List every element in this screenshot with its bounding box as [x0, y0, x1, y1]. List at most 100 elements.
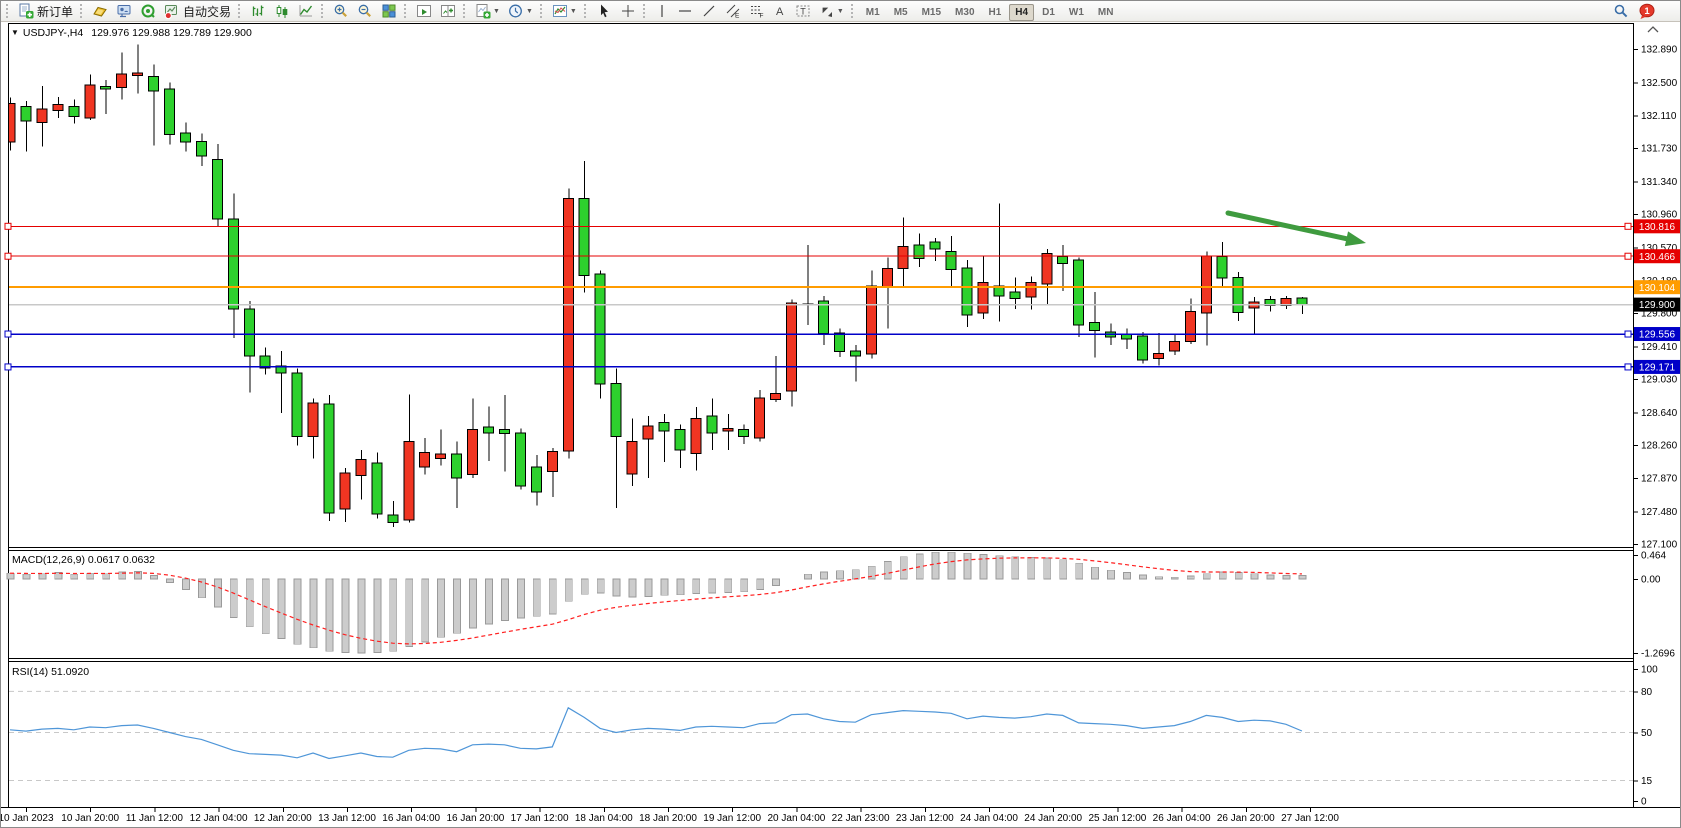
level-handle-left[interactable]	[4, 363, 12, 371]
candle	[929, 237, 941, 262]
zoom-in-button[interactable]	[330, 1, 352, 21]
candle	[227, 193, 239, 338]
time-tick-label[interactable]: 23 Jan 12:00	[896, 813, 954, 824]
time-tick-label[interactable]: 12 Jan 04:00	[190, 813, 248, 824]
timeframe-m30-button[interactable]: M30	[955, 7, 975, 18]
time-tick-label[interactable]: 10 Jan 2023	[1, 813, 54, 824]
level-handle-left[interactable]	[4, 222, 12, 230]
zoom-out-button[interactable]	[354, 1, 376, 21]
time-tick-label[interactable]: 13 Jan 12:00	[318, 813, 376, 824]
toolbar-drag-handle[interactable]	[539, 4, 545, 18]
fibonacci-button[interactable]: F	[746, 1, 768, 21]
arrange-window-button[interactable]	[413, 1, 435, 21]
scroll-up-marker[interactable]	[1647, 26, 1659, 33]
text-button[interactable]: A	[770, 1, 790, 21]
toolbar-drag-handle[interactable]	[850, 4, 856, 18]
trend-arrow-head[interactable]	[1344, 231, 1366, 247]
new-chart-button[interactable]: ▼	[472, 1, 503, 21]
timeframe-m5-button[interactable]: M5	[893, 7, 908, 18]
level-handle-right[interactable]	[1624, 363, 1632, 371]
level-handle-right[interactable]	[1624, 222, 1632, 230]
time-tick-label[interactable]: 10 Jan 20:00	[61, 813, 119, 824]
autotrading-button[interactable]: 自动交易	[161, 1, 234, 21]
time-tick-label[interactable]: 18 Jan 04:00	[575, 813, 633, 824]
cascade-window-button[interactable]	[437, 1, 459, 21]
channel-button[interactable]: E	[722, 1, 744, 21]
toolbar-drag-handle[interactable]	[642, 4, 648, 18]
search-button[interactable]	[1610, 1, 1632, 21]
toolbar-drag-handle[interactable]	[321, 4, 326, 18]
notifications-button[interactable]: 1	[1634, 1, 1660, 21]
toolbar-drag-handle[interactable]	[404, 4, 409, 18]
timeframe-m15-button[interactable]: M15	[921, 7, 942, 18]
crosshair-button[interactable]	[617, 1, 639, 21]
vertical-line-button[interactable]	[652, 1, 672, 21]
candle-body	[498, 428, 510, 435]
timeframe-d1-button[interactable]: D1	[1042, 7, 1055, 18]
candle	[211, 143, 223, 227]
toolbar-drag-handle[interactable]	[6, 4, 11, 18]
time-tick-label[interactable]: 12 Jan 20:00	[254, 813, 312, 824]
timeframe-h1-button[interactable]: H1	[988, 7, 1002, 18]
line-chart-button[interactable]	[295, 1, 317, 21]
toolbar-drag-handle[interactable]	[463, 4, 468, 18]
indicators-button[interactable]: ▼	[549, 1, 580, 21]
time-tick-label[interactable]: 11 Jan 12:00	[126, 813, 184, 824]
title-dropdown-icon[interactable]: ▼	[11, 28, 19, 37]
shapes-button[interactable]: ▼	[816, 1, 847, 21]
new-order-button[interactable]: 新订单	[15, 1, 76, 21]
metaeditor-button[interactable]	[89, 1, 111, 21]
toolbar-drag-handle[interactable]	[80, 4, 85, 18]
horizontal-line-button[interactable]	[674, 1, 696, 21]
candle	[259, 347, 271, 375]
community-button[interactable]	[137, 1, 159, 21]
label-button[interactable]: T	[792, 1, 814, 21]
time-tick-label[interactable]: 20 Jan 04:00	[767, 813, 825, 824]
new-order-label: 新订单	[37, 4, 74, 19]
time-tick-label[interactable]: 26 Jan 04:00	[1153, 813, 1211, 824]
periods-button[interactable]: ▼	[505, 1, 536, 21]
trendline-button[interactable]	[698, 1, 720, 21]
timeframe-h4-button[interactable]: H4	[1009, 4, 1035, 21]
time-tick-label[interactable]: 27 Jan 12:00	[1281, 813, 1339, 824]
candle-body	[1009, 291, 1021, 300]
time-tick-label[interactable]: 19 Jan 12:00	[703, 813, 761, 824]
candle-body	[626, 440, 638, 475]
macd-histogram-bar	[899, 556, 908, 580]
candle	[132, 44, 144, 94]
crosshair-icon	[621, 5, 634, 17]
market-watch-button[interactable]	[113, 1, 135, 21]
level-handle-right[interactable]	[1624, 330, 1632, 338]
time-tick-label[interactable]: 16 Jan 20:00	[446, 813, 504, 824]
macd-histogram-bar	[724, 578, 733, 593]
toolbar-drag-handle[interactable]	[583, 4, 589, 18]
timeframe-w1-button[interactable]: W1	[1068, 7, 1084, 18]
rsi-axis-label: 50	[1641, 728, 1653, 739]
time-tick-label[interactable]: 16 Jan 04:00	[382, 813, 440, 824]
time-tick-label[interactable]: 17 Jan 12:00	[511, 813, 569, 824]
trend-arrow-shaft[interactable]	[1225, 210, 1353, 243]
candle	[849, 344, 861, 382]
time-tick-label[interactable]: 25 Jan 12:00	[1088, 813, 1146, 824]
time-tick-label[interactable]: 22 Jan 23:00	[832, 813, 890, 824]
timeframe-mn-button[interactable]: MN	[1097, 7, 1114, 18]
time-tick-label[interactable]: 24 Jan 04:00	[960, 813, 1018, 824]
level-handle-right[interactable]	[1624, 252, 1632, 260]
price-tick-label: 129.410	[1641, 342, 1678, 353]
price-tick-label: 128.640	[1641, 408, 1678, 419]
timeframe-m1-button[interactable]: M1	[865, 7, 880, 18]
level-handle-left[interactable]	[4, 330, 12, 338]
time-tick-label[interactable]: 18 Jan 20:00	[639, 813, 697, 824]
bar-chart-button[interactable]	[247, 1, 269, 21]
candle-body	[100, 86, 112, 90]
toolbar-drag-handle[interactable]	[238, 4, 243, 18]
time-tick-label[interactable]: 24 Jan 20:00	[1024, 813, 1082, 824]
bid-price-badge-text: 129.900	[1639, 300, 1676, 311]
candle-body	[259, 355, 271, 369]
tile-windows-button[interactable]	[378, 1, 400, 21]
time-tick-label[interactable]: 26 Jan 20:00	[1217, 813, 1275, 824]
cursor-button[interactable]	[593, 1, 615, 21]
level-handle-left[interactable]	[4, 252, 12, 260]
candle-chart-button[interactable]	[271, 1, 293, 21]
